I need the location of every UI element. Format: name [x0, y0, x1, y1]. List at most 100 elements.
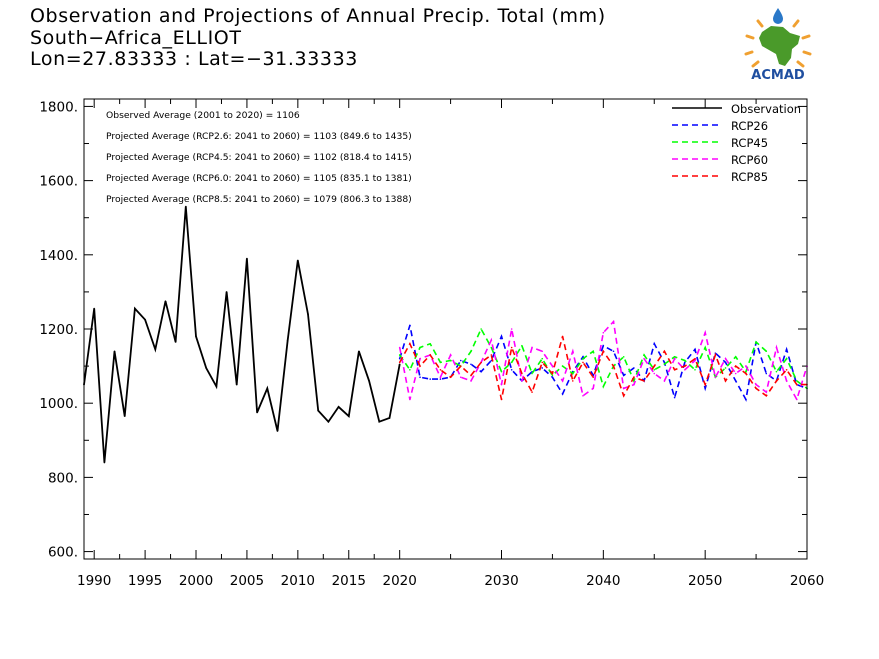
data-point: [622, 374, 625, 377]
data-point: [796, 380, 798, 382]
data-point: [531, 372, 533, 375]
data-point: [582, 357, 584, 360]
chart-title: Observation and Projections of Annual Pr…: [30, 5, 606, 27]
y-tick-label: 1800.: [39, 99, 78, 115]
data-point: [378, 420, 381, 423]
legend-label: RCP60: [731, 153, 768, 167]
x-tick-label: 2000: [179, 573, 213, 589]
data-point: [500, 398, 503, 401]
data-point: [113, 350, 116, 353]
data-point: [470, 363, 472, 366]
data-point: [551, 372, 554, 375]
y-tick-label: 1000.: [39, 396, 78, 412]
annotation-line: Projected Average (RCP4.5: 2041 to 2060)…: [106, 152, 412, 163]
data-point: [724, 380, 727, 382]
data-point: [734, 356, 737, 358]
data-point: [561, 365, 564, 367]
data-point: [144, 318, 146, 321]
data-point: [785, 380, 788, 382]
data-point: [521, 372, 523, 375]
data-point: [195, 335, 197, 338]
data-point: [755, 387, 757, 390]
data-point: [409, 343, 411, 345]
data-point: [775, 346, 778, 349]
data-point: [775, 370, 778, 373]
data-point: [266, 387, 269, 390]
data-point: [724, 357, 727, 360]
y-tick-label: 800.: [48, 470, 78, 486]
data-point: [551, 374, 554, 377]
data-point: [134, 307, 136, 310]
series-line-observation: [83, 206, 401, 463]
data-point: [653, 372, 656, 375]
data-point: [765, 394, 768, 397]
data-point: [592, 376, 594, 379]
data-point: [500, 370, 503, 373]
location-name: South−Africa_ELLIOT: [30, 26, 242, 49]
data-point: [602, 344, 605, 347]
data-point: [439, 369, 442, 371]
data-point: [622, 394, 625, 397]
data-point: [521, 344, 523, 347]
x-tick-label: 2040: [586, 573, 620, 589]
data-point: [459, 359, 462, 362]
data-point: [745, 370, 747, 373]
annotation-line: Projected Average (RCP8.5: 2041 to 2060)…: [106, 194, 412, 205]
data-point: [612, 365, 615, 367]
legend: Observation RCP26 RCP45 RCP60 RCP85: [672, 102, 801, 184]
data-point: [643, 357, 645, 360]
x-tick-label: 2015: [332, 573, 366, 589]
data-point: [225, 291, 228, 293]
data-point: [235, 383, 238, 386]
x-tick-label: 2010: [281, 573, 315, 589]
data-point: [510, 361, 513, 364]
data-point: [510, 346, 513, 349]
data-point: [582, 356, 584, 358]
data-point: [734, 372, 737, 375]
data-point: [633, 380, 635, 382]
data-point: [123, 415, 126, 417]
logo-text: ACMAD: [751, 68, 805, 82]
data-point: [409, 324, 411, 327]
data-point: [755, 383, 757, 386]
data-point: [439, 361, 442, 364]
x-tick-label: 1995: [128, 573, 162, 589]
data-point: [592, 350, 594, 353]
data-point: [561, 393, 564, 395]
data-point: [592, 387, 594, 390]
data-point: [398, 346, 401, 349]
x-tick-label: 2030: [484, 573, 518, 589]
x-tick-label: 1990: [77, 573, 111, 589]
data-point: [358, 350, 360, 353]
data-point: [429, 378, 432, 380]
x-tick-label: 2060: [790, 573, 824, 589]
data-point: [480, 328, 482, 330]
data-point: [521, 380, 523, 382]
series-points-rcp60: [398, 320, 808, 401]
series-line-rcp45: [399, 327, 808, 390]
data-point: [185, 205, 187, 208]
data-point: [561, 380, 564, 382]
data-point: [663, 380, 666, 382]
data-point: [409, 398, 411, 401]
data-point: [561, 335, 564, 338]
data-point: [419, 346, 421, 349]
data-point: [276, 430, 279, 432]
data-point: [368, 380, 370, 382]
data-point: [643, 380, 645, 382]
legend-label: RCP85: [731, 170, 768, 184]
data-point: [246, 257, 248, 260]
annotation-line: Projected Average (RCP2.6: 2041 to 2060)…: [106, 131, 412, 142]
data-point: [673, 356, 676, 358]
data-point: [256, 411, 258, 414]
data-point: [510, 369, 513, 371]
data-point: [541, 357, 544, 360]
y-tick-label: 1400.: [39, 248, 78, 264]
data-point: [663, 363, 666, 366]
data-point: [602, 385, 605, 388]
data-point: [541, 361, 544, 364]
plot-frame: [83, 98, 808, 560]
data-point: [459, 365, 462, 367]
data-point: [633, 376, 635, 379]
